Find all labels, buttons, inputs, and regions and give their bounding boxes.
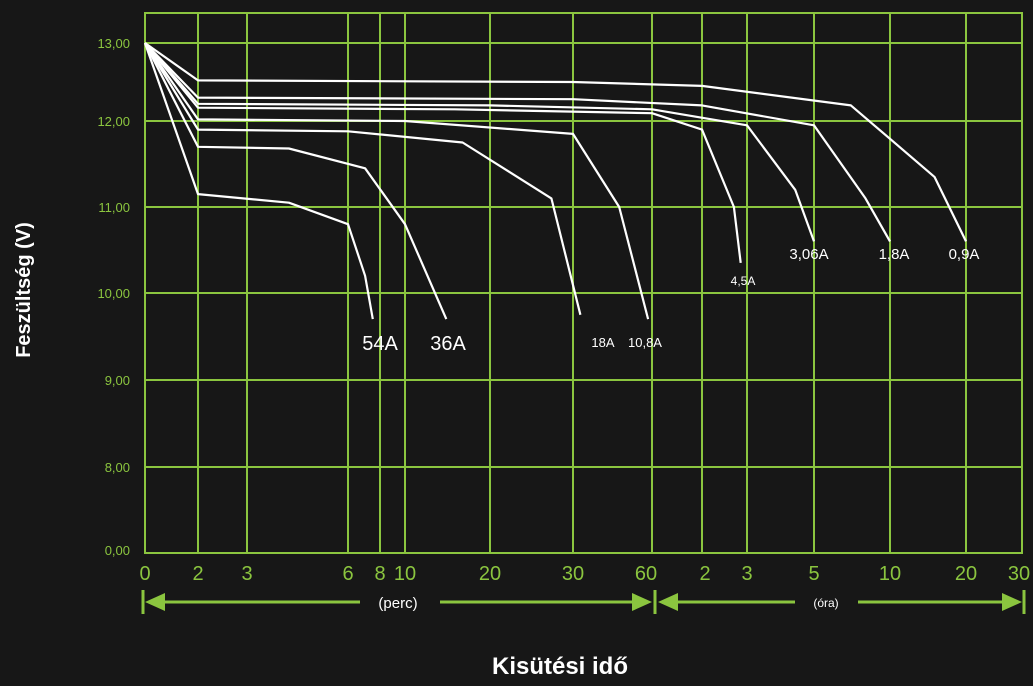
y-tick-labels: 13,00 12,00 11,00 10,00 9,00 8,00 0,00 [97, 36, 130, 558]
curve-label: 1,8A [879, 246, 910, 263]
y-tick-label: 9,00 [105, 373, 130, 388]
arrow-left-icon [658, 593, 678, 611]
curve-3-06A [144, 42, 816, 242]
x-tick-label: 2 [192, 563, 203, 585]
x-tick-label: 60 [635, 563, 657, 585]
x-tick-label: 8 [374, 563, 385, 585]
curve-labels: 54A 36A 18A 10,8A 4,5A 3,06A 1,8A 0,9A [362, 246, 979, 355]
curve-label: 0,9A [949, 246, 980, 263]
curve-54A [143, 42, 374, 320]
curve-label: 18A [591, 335, 614, 350]
x-tick-label: 3 [741, 563, 752, 585]
discharge-curves [143, 42, 967, 320]
x-tick-labels: 0 2 3 6 8 10 20 30 60 2 3 5 10 20 30 [139, 563, 1030, 585]
curve-0-9A [144, 42, 967, 242]
curve-18A [144, 42, 582, 316]
curve-label: 3,06A [789, 246, 828, 263]
y-tick-label: 12,00 [97, 114, 130, 129]
chart-grid [144, 12, 1023, 554]
arrow-left-icon [145, 593, 165, 611]
x-tick-label: 6 [342, 563, 353, 585]
curve-1-8A [144, 42, 891, 242]
curve-label: 4,5A [731, 274, 756, 288]
arrow-right-icon [632, 593, 652, 611]
y-tick-label: 0,00 [105, 543, 130, 558]
curve-4-5A [144, 42, 742, 264]
x-tick-label: 10 [879, 563, 901, 585]
arrow-right-icon [1002, 593, 1022, 611]
x-axis-title: Kisütési idő [492, 653, 628, 680]
x-tick-label: 10 [394, 563, 416, 585]
time-unit-bands: (perc) (óra) [141, 590, 1026, 614]
x-tick-label: 3 [241, 563, 252, 585]
band-label-hours: (óra) [813, 596, 838, 610]
curve-10-8A [144, 42, 650, 320]
x-tick-label: 0 [139, 563, 150, 585]
x-tick-label: 30 [1008, 563, 1030, 585]
curve-label: 54A [362, 333, 398, 355]
x-tick-label: 30 [562, 563, 584, 585]
y-tick-label: 11,00 [98, 200, 130, 215]
x-tick-label: 5 [808, 563, 819, 585]
curve-label: 10,8A [628, 335, 662, 350]
y-axis-title: Feszültség (V) [13, 222, 35, 358]
y-tick-label: 13,00 [97, 36, 130, 51]
y-tick-label: 8,00 [105, 460, 130, 475]
y-tick-label: 10,00 [97, 286, 130, 301]
band-label-minutes: (perc) [378, 595, 417, 612]
x-tick-label: 2 [699, 563, 710, 585]
curve-label: 36A [430, 333, 466, 355]
x-tick-label: 20 [955, 563, 977, 585]
curve-36A [144, 42, 448, 320]
x-tick-label: 20 [479, 563, 501, 585]
